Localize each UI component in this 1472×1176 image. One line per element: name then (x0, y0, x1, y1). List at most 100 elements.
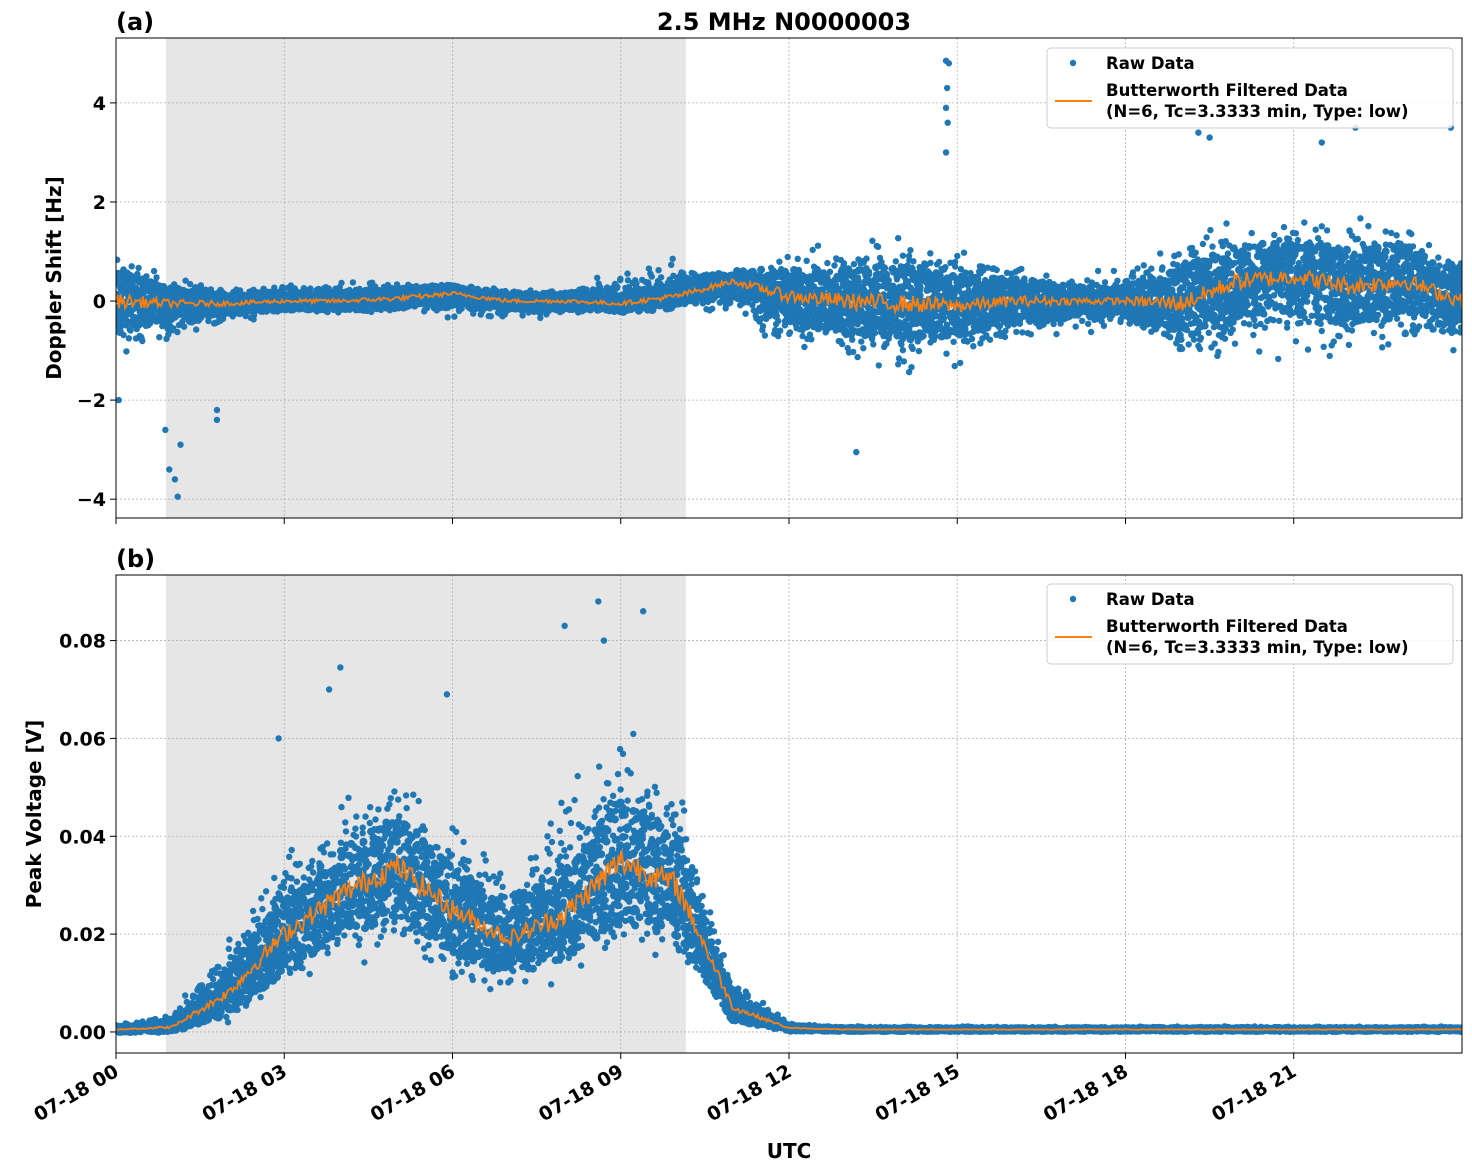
raw-data-point (614, 284, 620, 290)
raw-data-point (451, 313, 457, 319)
raw-data-point (876, 362, 882, 368)
raw-data-point (658, 274, 664, 280)
raw-data-point (655, 267, 661, 273)
raw-data-point (943, 351, 949, 357)
raw-data-point (810, 247, 816, 253)
raw-data-point (869, 336, 875, 342)
raw-data-point (151, 268, 157, 274)
raw-data-point (808, 336, 814, 342)
raw-data-point (338, 280, 344, 286)
raw-data-point (649, 273, 655, 279)
raw-data-point (795, 256, 801, 262)
raw-data-point (776, 259, 782, 265)
raw-data-point (624, 270, 630, 276)
raw-data-point (936, 259, 942, 265)
y-tick-label: 4 (93, 93, 106, 115)
raw-data-point (757, 266, 765, 274)
raw-data-point (709, 306, 715, 312)
raw-data-point (488, 313, 494, 319)
raw-data-point (858, 338, 864, 344)
raw-data-point (907, 247, 913, 253)
raw-data-point (174, 329, 180, 335)
raw-data-point (804, 258, 810, 264)
raw-data-point (901, 358, 907, 364)
raw-data-point (633, 280, 639, 286)
raw-data-point (831, 262, 837, 268)
raw-data-point (917, 292, 923, 298)
raw-data-point (895, 361, 901, 367)
y-tick-label: 2 (93, 192, 106, 214)
x-axis-label: UTC (767, 1139, 812, 1163)
raw-data-point (952, 363, 958, 369)
raw-data-point (942, 264, 948, 270)
raw-data-point (910, 258, 916, 264)
raw-data-point (851, 261, 857, 267)
raw-data-point (875, 244, 881, 250)
raw-data-point (594, 275, 600, 281)
raw-data-point (797, 307, 803, 313)
raw-data-point (193, 326, 199, 332)
raw-data-point (952, 259, 958, 265)
y-tick-label: −2 (77, 390, 106, 412)
y-tick-label: 0 (93, 291, 106, 313)
raw-data-point (921, 333, 927, 339)
raw-data-point (143, 273, 149, 279)
raw-data-point (775, 318, 781, 324)
raw-data-point (123, 348, 129, 354)
raw-data-point (841, 260, 847, 266)
raw-data-point (827, 269, 833, 275)
raw-data-point (908, 364, 914, 370)
raw-data-point (916, 283, 924, 291)
raw-data-point (139, 338, 145, 344)
raw-data-point (957, 360, 963, 366)
shaded-span (166, 38, 686, 518)
raw-data-point (777, 328, 783, 334)
y-tick-label: −4 (77, 489, 106, 511)
raw-data-point (893, 258, 899, 264)
raw-data-point (617, 276, 623, 282)
raw-data-point (126, 335, 132, 341)
raw-data-point (880, 264, 888, 272)
raw-data-point (927, 260, 933, 266)
raw-data-point (120, 332, 126, 338)
panel-b-label: (b) (116, 545, 155, 573)
raw-data-point (927, 250, 933, 256)
raw-data-point (445, 314, 451, 320)
raw-data-point (884, 271, 890, 277)
raw-data-point (153, 274, 159, 280)
panel-a-label: (a) (116, 8, 154, 36)
figure-title: 2.5 MHz N0000003 (657, 8, 911, 36)
panel-b-ylabel: Peak Voltage [V] (22, 720, 46, 909)
raw-data-point (850, 349, 856, 355)
raw-data-point (954, 253, 960, 259)
raw-data-point (742, 311, 748, 317)
raw-data-point (785, 254, 791, 260)
raw-data-point (950, 339, 956, 345)
raw-data-point (910, 346, 916, 352)
raw-data-point (670, 256, 676, 262)
raw-data-point (839, 341, 845, 347)
raw-data-point (900, 253, 906, 259)
raw-data-point (668, 262, 674, 268)
raw-data-point (941, 315, 947, 321)
raw-data-point (519, 312, 525, 318)
raw-data-point (135, 265, 141, 271)
raw-data-point (824, 260, 830, 266)
raw-data-point (815, 243, 821, 249)
raw-data-point (872, 330, 878, 336)
raw-data-point (895, 235, 901, 241)
raw-data-point (916, 348, 922, 354)
raw-data-point (866, 269, 872, 275)
raw-data-point (869, 238, 875, 244)
raw-data-point (854, 354, 860, 360)
raw-data-point (870, 341, 876, 347)
raw-data-point (787, 329, 793, 335)
raw-data-point (156, 334, 162, 340)
raw-data-point (961, 250, 967, 256)
raw-data-point (129, 263, 135, 269)
raw-data-point (307, 285, 313, 291)
raw-data-point (181, 324, 187, 330)
raw-data-point (900, 347, 906, 353)
raw-data-point (860, 345, 866, 351)
